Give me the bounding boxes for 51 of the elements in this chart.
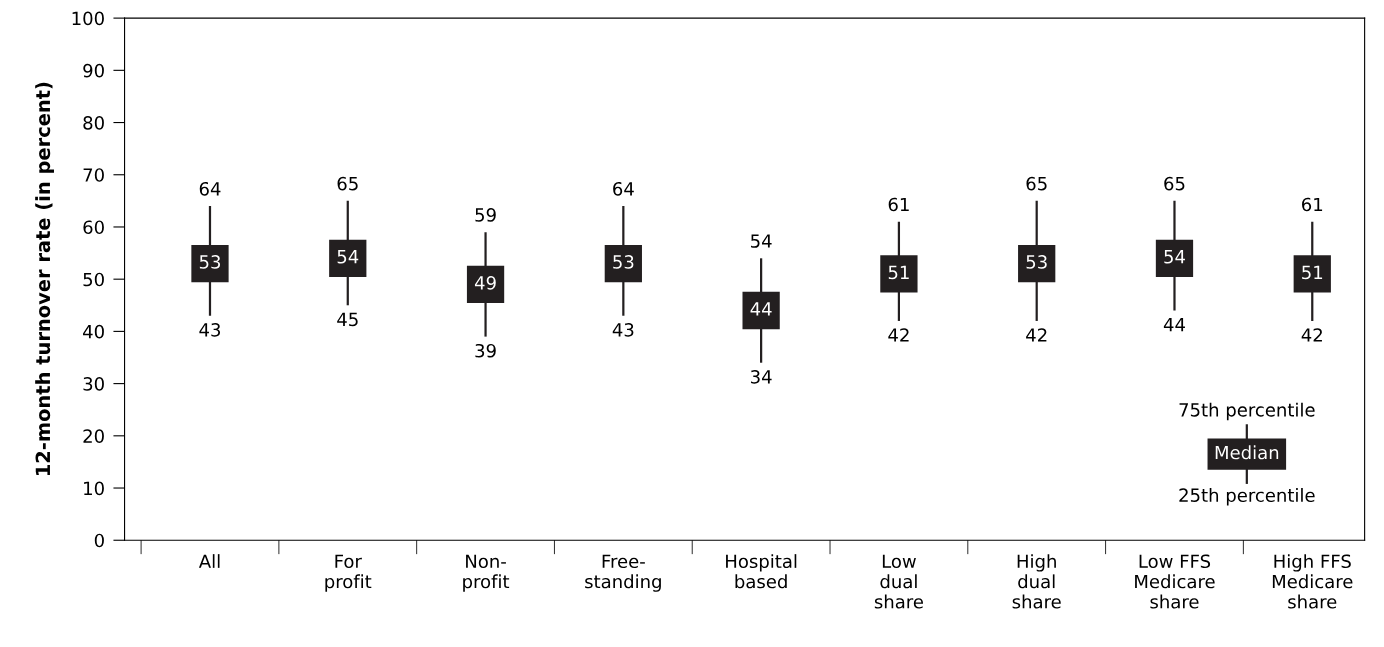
x-tick-label: Low dual share (874, 554, 923, 609)
annotation: 54 (751, 234, 772, 248)
annotation: 42 (1301, 328, 1322, 342)
x-tick-label: High FFS Medicare share (1272, 554, 1353, 609)
x-tick-label: For profit (325, 554, 372, 592)
data-label: 54 (337, 250, 359, 264)
annotation: 42 (888, 328, 909, 342)
data-label: 49 (474, 275, 496, 290)
y-tick-label: 60 (83, 220, 104, 235)
y-tick-label: 40 (83, 324, 104, 339)
annotation: 61 (1302, 197, 1323, 212)
y-tick-label: 0 (94, 533, 104, 548)
x-tick-label: Free- standing (585, 554, 661, 592)
y-tick-label: 100 (72, 11, 104, 26)
y-tick-label: 30 (83, 377, 104, 391)
annotation: 65 (1026, 176, 1047, 191)
data-label: 51 (1302, 265, 1323, 280)
annotation: 42 (1026, 328, 1047, 342)
data-label: 53 (199, 255, 221, 269)
annotation: 61 (888, 197, 909, 212)
data-label: 54 (1164, 250, 1185, 264)
annotation: 45 (337, 312, 358, 327)
annotation: 44 (1163, 318, 1185, 332)
annotation: 64 (613, 181, 634, 196)
y-tick-label: 50 (83, 272, 104, 287)
y-tick-label: 10 (84, 481, 104, 496)
data-label: 44 (750, 302, 772, 316)
annotation: 43 (199, 322, 221, 337)
x-tick-label: All (198, 554, 220, 568)
y-tick-label: 70 (83, 168, 104, 182)
y-tick-label: 90 (83, 63, 104, 78)
y-tick-label: 80 (83, 116, 104, 130)
annotation: 65 (1164, 176, 1185, 191)
x-tick-label: Hospital based (726, 554, 797, 589)
data-label: 51 (888, 265, 909, 280)
annotation: Median (1215, 445, 1279, 460)
annotation: 25th percentile (1179, 488, 1315, 506)
annotation: 75th percentile (1179, 402, 1315, 421)
annotation: 59 (475, 208, 496, 222)
annotation: 64 (199, 181, 221, 196)
x-tick-label: High dual share (1012, 554, 1061, 609)
annotation: 34 (751, 369, 772, 384)
annotation: 65 (337, 176, 358, 191)
annotation: 43 (612, 322, 634, 337)
data-label: 53 (1026, 255, 1047, 269)
x-tick-label: Low FFS Medicare share (1135, 554, 1215, 609)
data-label: 53 (613, 255, 634, 269)
y-axis-title: 12-month turnover rate (in percent) (35, 82, 54, 476)
y-tick-label: 20 (83, 429, 104, 443)
annotation: 39 (475, 343, 496, 358)
x-tick-label: Non- profit (463, 554, 510, 592)
